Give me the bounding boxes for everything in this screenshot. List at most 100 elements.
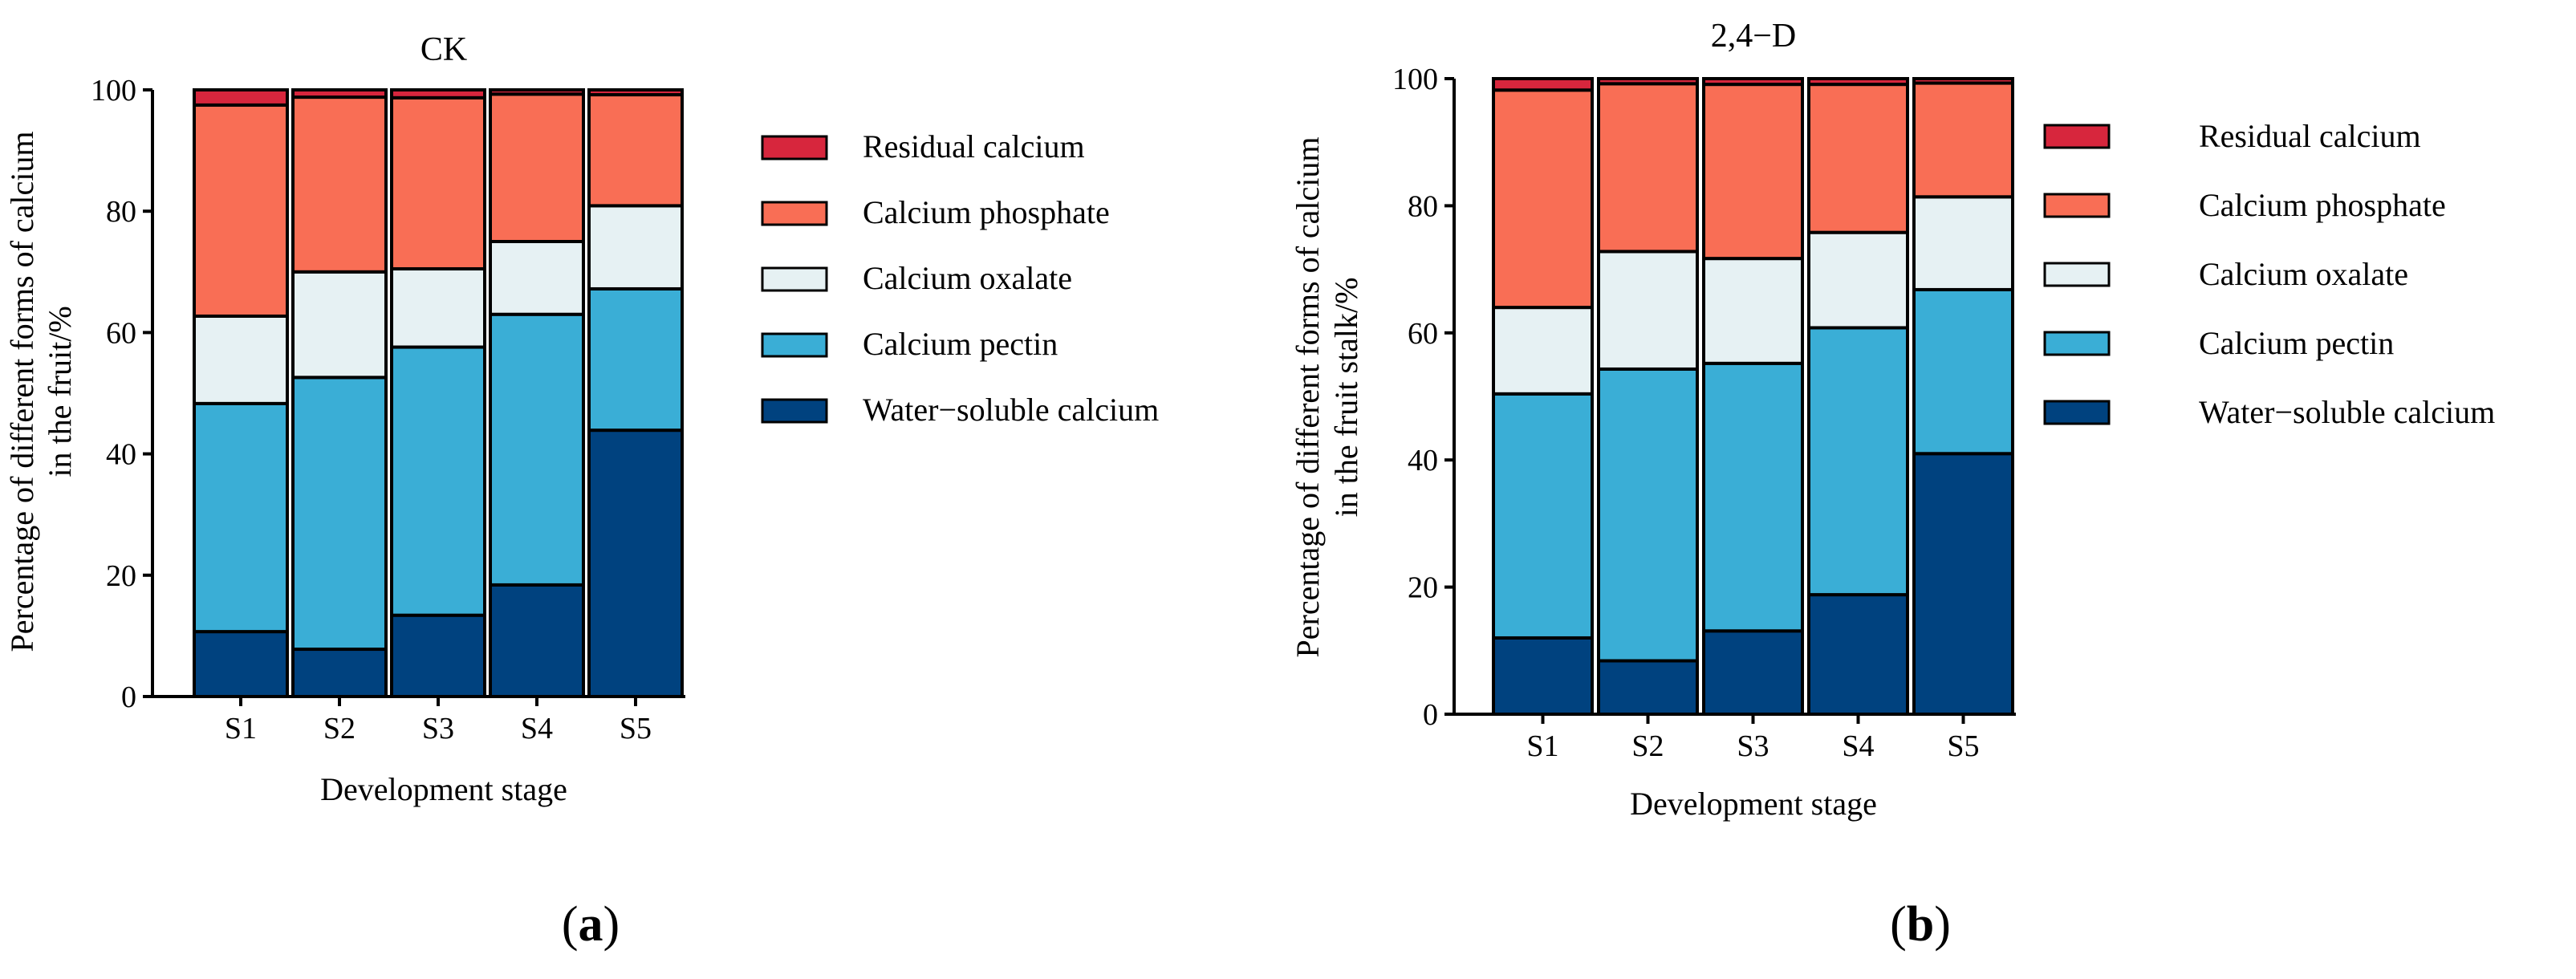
legend-swatch-pectin — [761, 332, 828, 358]
bar-segment-residual-s3 — [390, 88, 486, 100]
legend-label-residual: Residual calcium — [863, 128, 1085, 165]
legend-label-oxalate: Calcium oxalate — [863, 260, 1072, 296]
bar-segment-oxalate-s2 — [1597, 250, 1699, 371]
axes — [1444, 77, 2016, 724]
bar-segment-pectin-s1 — [193, 401, 289, 634]
bar-segment-water-soluble-s4 — [1807, 593, 1909, 716]
legend-swatch-phosphate — [761, 201, 828, 226]
bar-segment-oxalate-s1 — [1492, 306, 1594, 396]
y-tick-label-40: 40 — [106, 438, 136, 472]
y-axis-title-line1: Percentage of different forms of calcium — [1290, 137, 1326, 658]
x-tick-label-s2: S2 — [1631, 729, 1664, 763]
bar-segment-residual-s4 — [489, 88, 585, 96]
y-tick-labels: 0 20 40 60 80 100 — [91, 74, 136, 714]
legend-swatch-phosphate — [2043, 193, 2111, 218]
x-tick-label-s5: S5 — [1947, 729, 1979, 763]
bar-segment-phosphate-s2 — [291, 95, 388, 274]
bar-segment-phosphate-s3 — [390, 95, 486, 271]
bar-segment-pectin-s5 — [1912, 287, 2014, 456]
bar-segment-pectin-s2 — [1597, 367, 1699, 663]
bar-segment-water-soluble-s5 — [587, 429, 684, 699]
bar-segment-residual-s3 — [1702, 77, 1804, 87]
y-tick-label-60: 60 — [1408, 317, 1438, 351]
panel-a-ck: CK Percentage of different forms of calc… — [4, 31, 1159, 952]
legend-label-phosphate: Calcium phosphate — [863, 194, 1110, 230]
bar-segment-residual-s1 — [1492, 77, 1594, 92]
y-tick-label-80: 80 — [1408, 189, 1438, 223]
x-tick-label-s5: S5 — [620, 712, 652, 745]
legend-label-water-soluble: Water−soluble calcium — [2199, 394, 2495, 430]
bar-segment-water-soluble-s4 — [489, 583, 585, 698]
y-tick-label-40: 40 — [1408, 444, 1438, 477]
x-tick-label-s4: S4 — [521, 712, 553, 745]
y-axis-title-line2: in the fruit stalk/% — [1328, 278, 1364, 518]
legend-swatch-pectin — [2043, 331, 2111, 356]
legend-swatch-oxalate — [2043, 262, 2111, 287]
x-tick-label-s1: S1 — [1526, 729, 1558, 763]
bar-segment-oxalate-s2 — [291, 270, 388, 380]
bar-segment-oxalate-s5 — [1912, 195, 2014, 291]
x-tick-label-s4: S4 — [1842, 729, 1874, 763]
bar-segment-phosphate-s1 — [193, 103, 289, 318]
bar-segment-phosphate-s2 — [1597, 82, 1699, 254]
y-axis-title: Percentage of different forms of calcium… — [1290, 137, 1364, 658]
bar-segment-water-soluble-s1 — [193, 630, 289, 698]
bar-segment-water-soluble-s2 — [291, 648, 388, 698]
x-tick-labels: S1 S2 S3 S4 S5 — [225, 712, 652, 745]
bar-segment-residual-s2 — [1597, 77, 1699, 86]
legend: Residual calcium Calcium phosphate Calci… — [761, 128, 1159, 428]
legend-swatch-residual — [761, 135, 828, 160]
legend-label-pectin: Calcium pectin — [2199, 325, 2394, 361]
bar-segment-phosphate-s4 — [489, 92, 585, 243]
bar-segment-phosphate-s5 — [1912, 81, 2014, 199]
bar-stack-group — [193, 88, 684, 699]
legend-label-phosphate: Calcium phosphate — [2199, 187, 2446, 223]
y-tick-label-100: 100 — [1392, 63, 1438, 96]
bar-segment-oxalate-s4 — [489, 240, 585, 316]
x-axis-title: Development stage — [1630, 786, 1877, 822]
legend-swatch-water-soluble — [761, 398, 828, 424]
bar-stack-group — [1492, 77, 2014, 717]
y-tick-label-0: 0 — [121, 680, 136, 714]
bar-segment-pectin-s2 — [291, 376, 388, 652]
chart-title: CK — [421, 31, 467, 68]
panel-label: (b) — [1890, 897, 1951, 952]
y-tick-label-60: 60 — [106, 316, 136, 350]
bar-segment-residual-s4 — [1807, 77, 1909, 87]
panel-label: (a) — [562, 897, 620, 952]
bar-segment-phosphate-s5 — [587, 93, 684, 208]
x-tick-label-s3: S3 — [1737, 729, 1769, 763]
bar-segment-pectin-s4 — [1807, 326, 1909, 597]
axes — [143, 88, 685, 706]
y-tick-label-20: 20 — [106, 559, 136, 593]
legend-swatch-residual — [2043, 124, 2111, 149]
bar-segment-residual-s5 — [587, 88, 684, 97]
legend-label-oxalate: Calcium oxalate — [2199, 256, 2408, 292]
legend-label-residual: Residual calcium — [2199, 118, 2421, 154]
bar-segment-residual-s2 — [291, 88, 388, 100]
bar-segment-pectin-s4 — [489, 312, 585, 587]
bar-segment-oxalate-s3 — [390, 267, 486, 349]
x-axis-title: Development stage — [320, 771, 567, 807]
legend-label-water-soluble: Water−soluble calcium — [863, 392, 1159, 428]
bar-segment-pectin-s5 — [587, 286, 684, 433]
bar-segment-pectin-s1 — [1492, 392, 1594, 640]
bar-segment-oxalate-s1 — [193, 314, 289, 405]
bar-segment-water-soluble-s5 — [1912, 452, 2014, 717]
bar-segment-water-soluble-s3 — [390, 613, 486, 698]
bar-segment-oxalate-s4 — [1807, 230, 1909, 330]
panel-b-24d: 2,4−D Percentage of different forms of c… — [1290, 18, 2495, 952]
bar-segment-water-soluble-s2 — [1597, 659, 1699, 716]
bar-segment-phosphate-s3 — [1702, 83, 1804, 261]
y-tick-label-100: 100 — [91, 74, 136, 108]
bar-segment-water-soluble-s1 — [1492, 636, 1594, 717]
y-tick-label-20: 20 — [1408, 571, 1438, 605]
y-tick-label-80: 80 — [106, 195, 136, 229]
legend-swatch-water-soluble — [2043, 400, 2111, 425]
legend: Residual calcium Calcium phosphate Calci… — [2043, 118, 2495, 430]
bar-segment-phosphate-s4 — [1807, 83, 1909, 234]
y-tick-label-0: 0 — [1423, 698, 1438, 732]
y-axis-title-line1: Percentage of different forms of calcium — [4, 132, 40, 652]
chart-title: 2,4−D — [1711, 18, 1797, 55]
